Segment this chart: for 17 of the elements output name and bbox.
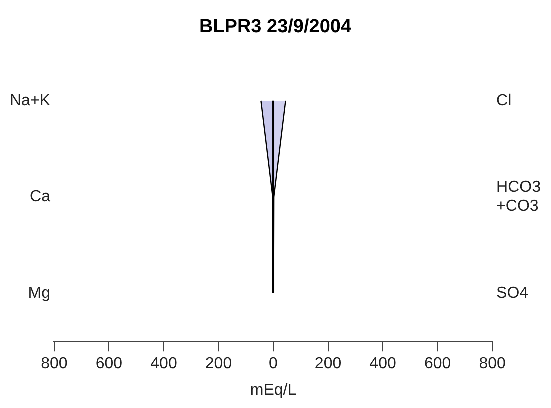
- x-tick-label: 400: [370, 356, 396, 373]
- chart-title: BLPR3 23/9/2004: [199, 16, 352, 38]
- x-tick-label: 800: [479, 356, 506, 373]
- x-axis-title: mEq/L: [250, 382, 297, 399]
- y2-tick-label: SO4: [496, 284, 529, 302]
- x-tick-label: 200: [314, 356, 342, 373]
- y-tick-label: Mg: [28, 284, 50, 302]
- x-tick-label: 600: [96, 356, 123, 373]
- x-tick-label: 800: [41, 356, 68, 373]
- y-tick-label: Ca: [30, 188, 51, 206]
- x-tick-label: 400: [150, 356, 178, 373]
- y2-tick-label: HCO3 +CO3: [496, 179, 542, 216]
- y-tick-label: Na+K: [10, 92, 51, 110]
- x-tick-label: 600: [424, 356, 452, 373]
- y2-tick-label: Cl: [496, 92, 512, 110]
- x-tick-label: 0: [269, 356, 278, 373]
- x-tick-label: 200: [205, 356, 232, 373]
